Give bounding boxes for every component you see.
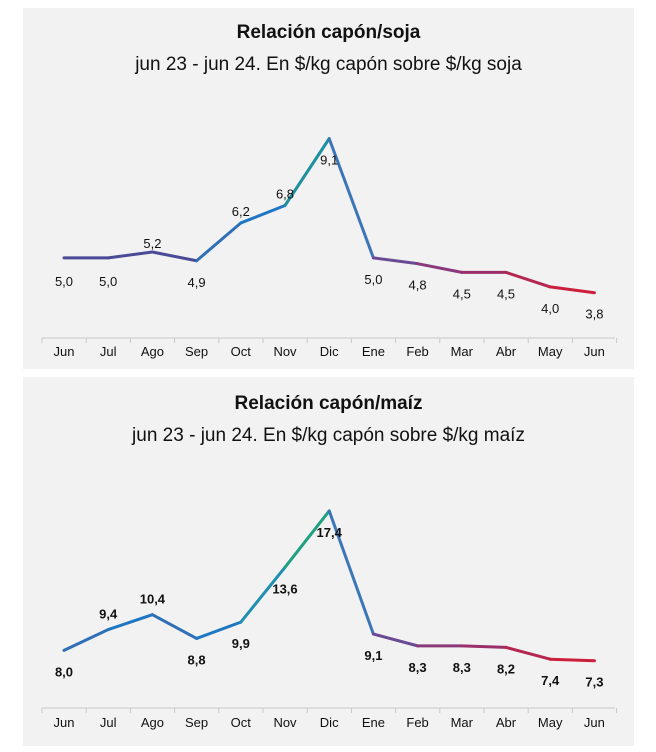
x-tick-label: Ago [141,715,164,730]
series-line-segment [327,509,375,636]
x-tick-label: May [538,715,563,730]
series-line-segment [239,204,287,225]
data-label: 9,1 [364,648,382,663]
chart-panel-soja: Relación capón/soja jun 23 - jun 24. En … [23,8,634,369]
x-tick-label: Sep [185,344,208,359]
data-label: 5,2 [143,236,161,251]
x-tick-label: Ene [362,715,385,730]
series-line-segment [106,250,154,260]
data-label: 7,3 [585,675,603,690]
x-tick-label: Jul [100,715,117,730]
x-tick-label: Feb [406,715,428,730]
series-line-segment [283,137,331,208]
series-line-segment [150,250,199,263]
data-label: 8,0 [55,664,73,679]
data-label: 5,0 [55,274,73,289]
chart-subtitle: jun 23 - jun 24. En $/kg capón sobre $/k… [132,425,525,446]
x-tick-label: Jun [584,344,605,359]
data-label: 6,8 [276,187,294,202]
x-tick-label: Abr [496,344,517,359]
x-tick-label: Ago [141,344,164,359]
x-tick-label: Mar [451,344,474,359]
line-chart-maiz: 8,0 9,4 10,4 8,8 9,9 13,6 17,4 9,1 8,3 8,3 8,2 7,4 7… [41,509,618,730]
x-tick-label: Oct [231,715,252,730]
data-label: 4,0 [541,301,559,316]
data-label: 8,3 [453,660,471,675]
data-label: 5,0 [99,274,117,289]
data-label: 7,4 [541,673,560,688]
data-label: 10,4 [140,592,166,607]
x-tick-label: Dic [320,715,339,730]
x-tick-label: Feb [406,344,428,359]
data-label: 9,9 [232,636,250,651]
series-line-segment [548,657,596,663]
data-label: 4,8 [409,278,427,293]
x-tick-label: Abr [496,715,517,730]
data-label: 6,2 [232,204,250,219]
x-tick-label: Ene [362,344,385,359]
chart-subtitle: jun 23 - jun 24. En $/kg capón sobre $/k… [135,54,522,75]
data-label: 9,1 [320,153,338,168]
data-label: 8,2 [497,661,515,676]
series-line-segment [239,565,287,624]
x-tick-label: Oct [231,344,252,359]
series-line-segment [106,613,154,632]
data-label: 4,9 [188,275,206,290]
series-line-segment [504,270,552,289]
x-tick-label: Jun [54,715,75,730]
data-label: 8,8 [188,652,206,667]
series-line-segment [62,628,110,652]
x-tick-label: Jun [54,344,75,359]
data-label: 8,3 [409,660,427,675]
series-line-segment [416,262,464,274]
series-line-segment [283,509,331,569]
x-tick-label: Nov [273,715,297,730]
data-label: 9,4 [99,607,118,622]
series-line-segment [195,221,243,263]
series-line-segment [371,256,420,266]
data-label: 4,5 [497,286,515,301]
x-tick-label: Jul [100,344,117,359]
series-line-segment [504,645,552,661]
x-tick-label: Mar [451,715,474,730]
series-line-segment [150,613,199,640]
x-tick-label: Dic [320,344,339,359]
line-chart-soja: 5,0 5,0 5,2 4,9 6,2 6,8 9,1 5,0 4,8 4,5 4,5 4,0 3,8 J… [41,137,618,359]
series-line-segment [195,620,243,640]
chart-panel-maiz: Relación capón/maíz jun 23 - jun 24. En … [23,377,634,746]
x-tick-label: Nov [273,344,297,359]
data-label: 5,0 [364,272,382,287]
x-tick-label: Jun [584,715,605,730]
x-tick-label: Sep [185,715,208,730]
data-label: 13,6 [272,581,297,596]
data-label: 3,8 [585,307,603,322]
series-line-segment [460,644,508,649]
series-line-segment [371,632,420,648]
x-tick-label: May [538,344,563,359]
series-line-segment [327,137,375,260]
chart-title: Relación capón/soja [236,22,421,43]
series-line-segment [548,285,596,295]
chart-title: Relación capón/maíz [234,393,423,414]
data-label: 4,5 [453,286,471,301]
data-label: 17,4 [317,525,343,540]
